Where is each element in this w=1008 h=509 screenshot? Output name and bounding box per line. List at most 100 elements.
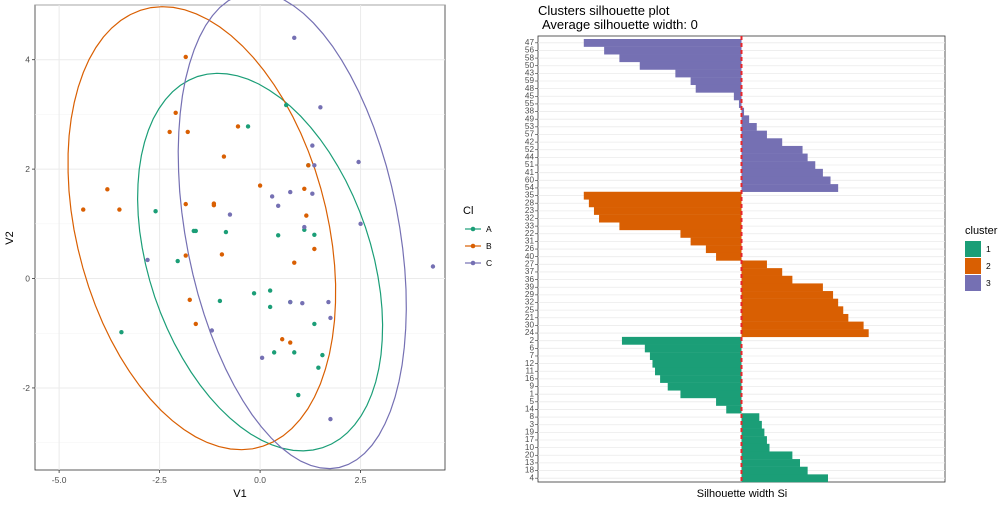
silhouette-legend-items: 1 2 3 [965, 241, 991, 291]
x-tick-label: 2.5 [355, 475, 367, 485]
point-A [271, 350, 277, 355]
silhouette-bar [741, 420, 762, 429]
y-tick-label: 37 [525, 267, 535, 276]
y-tick-label: 54 [525, 183, 535, 192]
scatter-legend: Cl ABC [463, 205, 492, 268]
point-B [288, 340, 293, 345]
y-tick-label: 8 [529, 412, 534, 421]
y-tick-label: 48 [525, 84, 535, 93]
silhouette-bar [621, 336, 742, 345]
y-tick-label: 16 [525, 374, 535, 383]
silhouette-bar [741, 123, 757, 131]
point-A [251, 291, 257, 296]
silhouette-bar [593, 207, 742, 215]
point-B [292, 260, 297, 265]
y-tick-label: 17 [525, 435, 535, 444]
scatter-legend-title: Cl [463, 205, 473, 217]
y-tick-label: 36 [525, 275, 535, 284]
point-B [302, 186, 307, 192]
silhouette-bar [652, 359, 742, 368]
legend-label-C: C [486, 258, 492, 268]
silhouette-bar [741, 451, 793, 460]
point-A [284, 102, 289, 108]
y-tick-label: 58 [525, 53, 535, 62]
x-tick-label: 0.0 [254, 475, 266, 485]
y-tick-label: 47 [525, 38, 535, 47]
y-tick-label: 10 [525, 443, 535, 452]
legend-key-2 [965, 258, 981, 274]
point-B [183, 54, 188, 60]
legend-key-3 [965, 275, 981, 291]
y-tick-label: -2 [22, 383, 30, 393]
scatter-ellipses [67, 0, 407, 470]
silhouette-y-axis: 4756585043594845553849535742524451416054… [525, 38, 538, 482]
point-B [183, 201, 188, 207]
silhouette-bar [741, 443, 770, 452]
silhouette-bar [741, 474, 828, 483]
y-tick-label: 33 [525, 221, 535, 230]
legend-key-point-B [470, 243, 476, 249]
y-tick-label: 38 [525, 107, 535, 116]
silhouette-bar [741, 436, 767, 445]
point-B [185, 129, 190, 135]
point-B [235, 124, 241, 129]
scatter-y-axis-title: V2 [4, 231, 16, 244]
y-tick-label: 50 [525, 61, 535, 70]
y-tick-label: 39 [525, 282, 535, 291]
y-tick-label: 7 [529, 351, 534, 360]
point-C [209, 328, 215, 333]
silhouette-bar [680, 390, 742, 399]
point-A [296, 392, 301, 398]
silhouette-bar [675, 69, 742, 78]
legend-label-2: 2 [986, 261, 991, 271]
y-tick-label: 12 [525, 359, 535, 368]
y-tick-label: 51 [525, 160, 535, 169]
point-C [302, 224, 307, 230]
point-C [310, 143, 315, 148]
silhouette-bar [741, 260, 767, 269]
y-tick-label: 23 [525, 206, 535, 215]
silhouette-bar [655, 367, 742, 376]
ellipse-C [177, 0, 407, 470]
silhouette-bar [726, 405, 742, 414]
silhouette-bar [741, 313, 849, 322]
ellipse-A [136, 72, 384, 452]
y-tick-label: 11 [526, 366, 535, 375]
silhouette-panel: Clusters silhouette plot Average silhoue… [525, 3, 946, 500]
point-A [217, 298, 223, 304]
point-A [245, 124, 251, 129]
y-tick-label: 3 [529, 420, 534, 429]
scatter-points [81, 35, 436, 422]
legend-key-point-A [470, 226, 476, 232]
silhouette-bar [741, 138, 783, 147]
y-tick-label: 43 [525, 69, 535, 78]
point-C [259, 355, 265, 361]
y-tick-label: 49 [525, 114, 535, 123]
y-tick-label: 32 [525, 298, 535, 307]
scatter-panel: -5.0 -2.5 0.0 2.5 -2 0 2 4 V1 V2 [4, 0, 446, 500]
silhouette-bar [583, 191, 742, 200]
y-tick-label: 52 [525, 145, 535, 154]
y-tick-label: 30 [525, 321, 535, 330]
silhouette-bar [695, 84, 742, 93]
x-tick-label: -5.0 [52, 475, 67, 485]
y-tick-label: 5 [529, 397, 534, 406]
point-C [326, 299, 331, 305]
point-A [275, 233, 281, 238]
legend-label-A: A [486, 224, 492, 234]
silhouette-bar [649, 352, 742, 360]
point-C [288, 299, 293, 305]
silhouette-bar [741, 291, 834, 299]
silhouette-bars [583, 39, 869, 483]
legend-key-point-C [470, 260, 476, 266]
scatter-panel-border [34, 4, 446, 471]
silhouette-bar [639, 61, 742, 70]
y-tick-label: 32 [525, 214, 535, 223]
y-tick-label: 25 [525, 305, 535, 314]
point-C [358, 221, 363, 227]
point-C [292, 35, 297, 41]
point-B [304, 213, 309, 218]
point-A [153, 209, 158, 214]
silhouette-bar [588, 199, 742, 208]
